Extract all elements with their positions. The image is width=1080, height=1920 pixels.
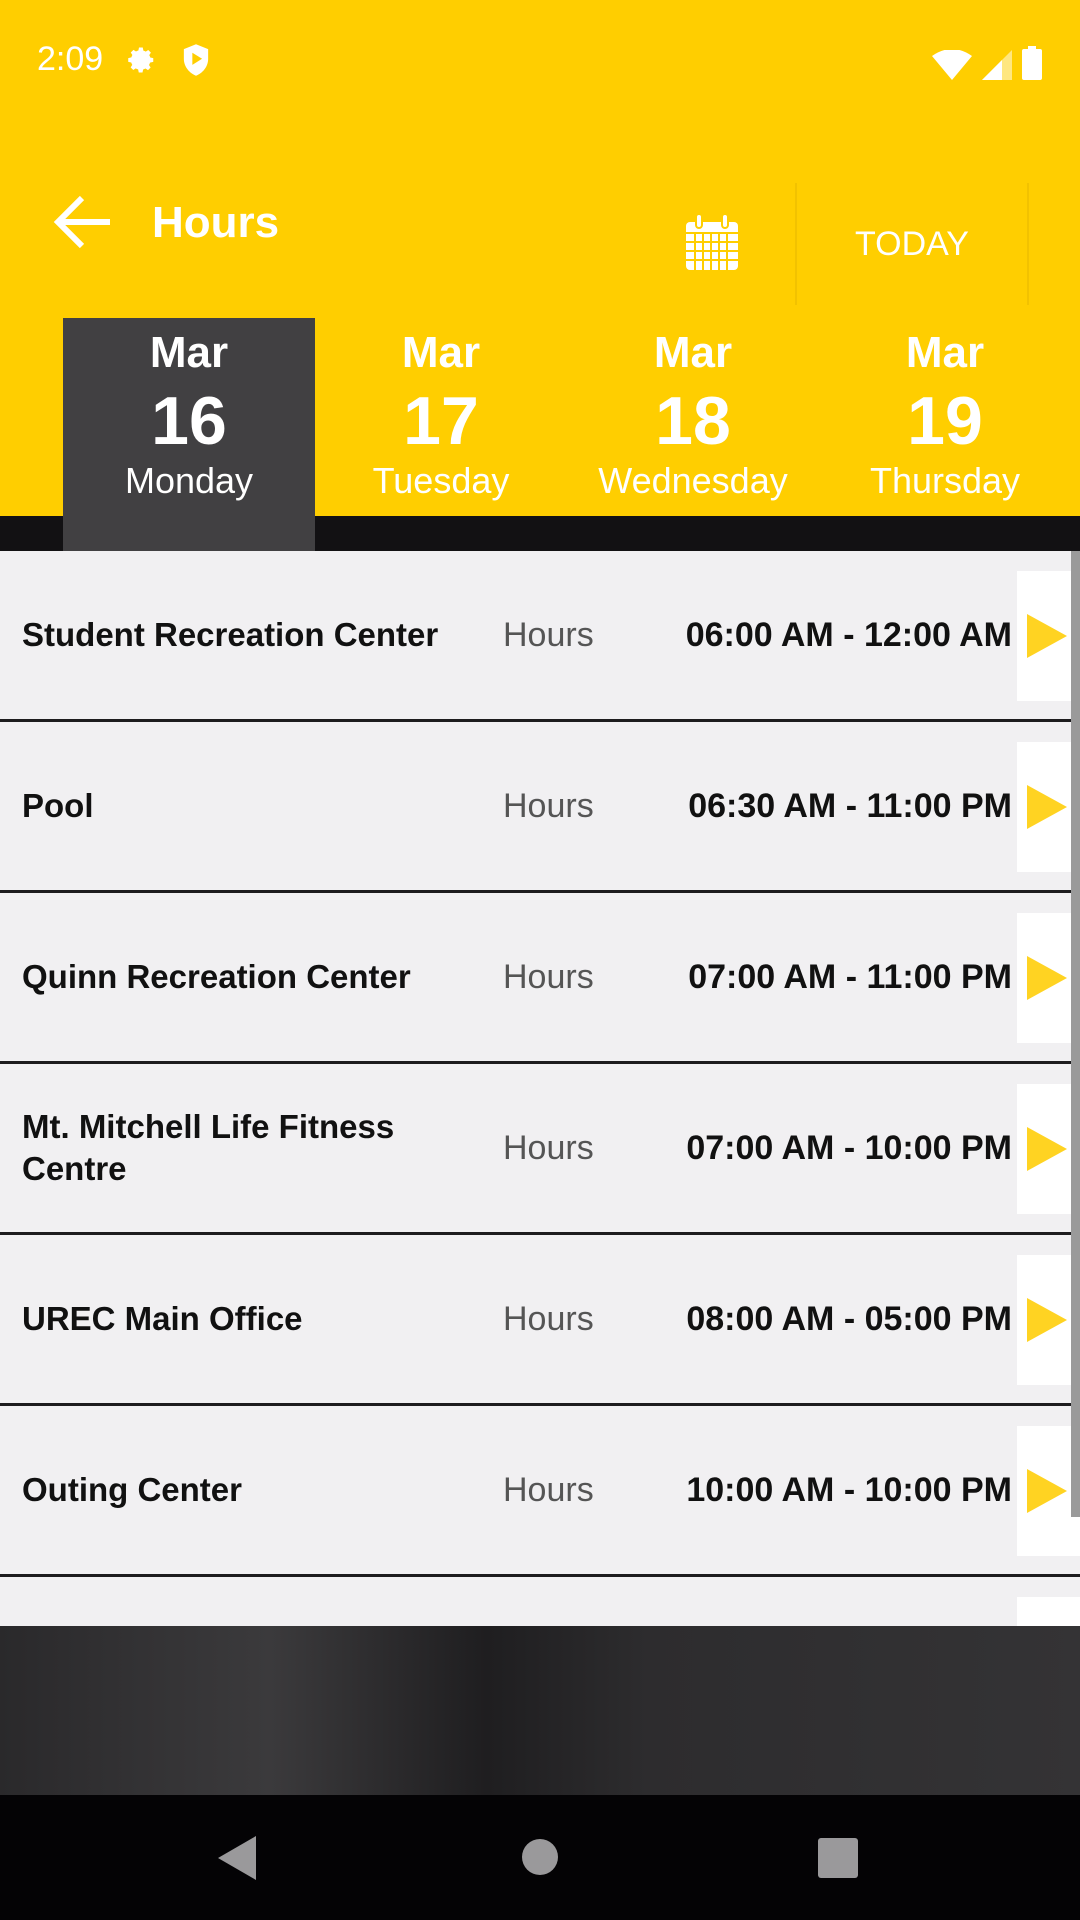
wifi-icon	[932, 50, 972, 80]
back-nav-icon[interactable]	[218, 1836, 258, 1880]
hours-label: Hours	[503, 786, 594, 825]
tab-day: 17	[403, 383, 479, 459]
facility-hours-list: Student Recreation Center Hours 06:00 AM…	[0, 551, 1080, 1626]
hours-time: 08:00 AM - 05:00 PM	[686, 1299, 1012, 1338]
facility-name: Outing Center	[22, 1471, 242, 1508]
list-item[interactable]: Outing Center Hours 10:00 AM - 10:00 PM	[0, 1406, 1080, 1577]
facility-name: Pool	[22, 787, 94, 824]
date-tab-mar-19[interactable]: Mar 19 Thursday	[819, 318, 1071, 516]
tab-month: Mar	[653, 328, 733, 377]
hours-time: 07:00 AM - 10:00 PM	[686, 1128, 1012, 1167]
hours-time: 06:00 AM - 12:00 AM	[685, 615, 1012, 654]
tab-month: Mar	[149, 328, 229, 377]
tab-month: Mar	[401, 328, 481, 377]
page-title: Hours	[152, 198, 280, 247]
tab-day: 18	[655, 383, 731, 459]
list-item[interactable]: Student Recreation Center Hours 06:00 AM…	[0, 551, 1080, 722]
hours-label: Hours	[503, 1128, 594, 1167]
background-photo	[0, 1626, 1080, 1795]
status-icons	[932, 46, 1042, 80]
details-button[interactable]	[1017, 1597, 1080, 1626]
back-arrow-icon[interactable]	[52, 192, 116, 252]
navigation-bar	[0, 1795, 1080, 1920]
facility-name: Quinn Recreation Center	[22, 958, 411, 995]
date-tab-mar-18[interactable]: Mar 18 Wednesday	[567, 318, 819, 516]
status-bar: 2:09	[37, 40, 211, 79]
list-item[interactable]: Mt. Mitchell Life Fitness Centre Hours 0…	[0, 1064, 1080, 1235]
shield-play-icon	[184, 43, 209, 76]
play-arrow-icon	[1027, 785, 1067, 829]
tab-weekday: Thursday	[869, 460, 1021, 501]
scrollbar[interactable]	[1071, 551, 1080, 1517]
hours-time: 06:30 AM - 11:00 PM	[688, 786, 1012, 825]
list-item[interactable]: Pool Hours 06:30 AM - 11:00 PM	[0, 722, 1080, 893]
tab-day: 19	[907, 383, 983, 459]
hours-label: Hours	[503, 957, 594, 996]
divider	[1027, 183, 1029, 305]
details-button[interactable]	[1017, 1426, 1080, 1556]
today-button[interactable]: TODAY	[855, 224, 969, 263]
facility-name: UREC Main Office	[22, 1300, 303, 1337]
recents-nav-icon[interactable]	[818, 1838, 858, 1878]
details-button[interactable]	[1017, 571, 1080, 701]
facility-name: Mt. Mitchell Life Fitness Centre	[22, 1108, 395, 1187]
calendar-icon[interactable]	[684, 214, 740, 272]
date-tab-mar-16[interactable]: Mar 16 Monday	[63, 318, 315, 551]
details-button[interactable]	[1017, 913, 1080, 1043]
hours-time: 10:00 AM - 10:00 PM	[686, 1470, 1012, 1509]
play-arrow-icon	[1027, 1127, 1067, 1171]
play-arrow-icon	[1027, 956, 1067, 1000]
list-item-partial[interactable]	[0, 1577, 1080, 1626]
play-arrow-icon	[1027, 1469, 1067, 1513]
tab-weekday: Tuesday	[372, 460, 510, 501]
details-button[interactable]	[1017, 1084, 1080, 1214]
list-item[interactable]: UREC Main Office Hours 08:00 AM - 05:00 …	[0, 1235, 1080, 1406]
tab-weekday: Monday	[124, 460, 254, 501]
status-time: 2:09	[37, 40, 104, 78]
hours-label: Hours	[503, 1470, 594, 1509]
tab-day: 16	[151, 383, 227, 459]
tab-weekday: Wednesday	[598, 460, 788, 501]
list-item[interactable]: Quinn Recreation Center Hours 07:00 AM -…	[0, 893, 1080, 1064]
divider	[795, 183, 797, 305]
hours-time: 07:00 AM - 11:00 PM	[688, 957, 1012, 996]
facility-name: Student Recreation Center	[22, 616, 439, 653]
battery-icon	[1022, 46, 1042, 80]
date-tab-mar-17[interactable]: Mar 17 Tuesday	[315, 318, 567, 516]
play-arrow-icon	[1027, 1298, 1067, 1342]
play-arrow-icon	[1027, 614, 1067, 658]
tab-month: Mar	[905, 328, 985, 377]
hours-label: Hours	[503, 615, 594, 654]
home-nav-icon[interactable]	[521, 1838, 559, 1876]
gear-icon	[128, 47, 154, 72]
details-button[interactable]	[1017, 1255, 1080, 1385]
details-button[interactable]	[1017, 742, 1080, 872]
hours-label: Hours	[503, 1299, 594, 1338]
signal-icon	[982, 50, 1012, 80]
